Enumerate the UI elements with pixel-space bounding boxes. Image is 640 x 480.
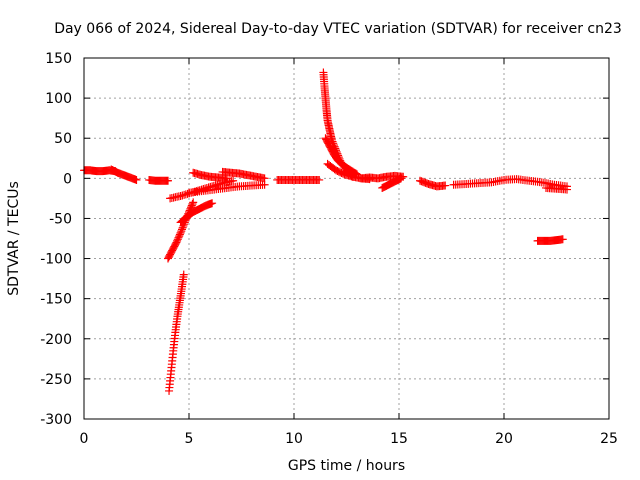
x-axis-label: GPS time / hours	[288, 458, 405, 474]
y-tick-label: 0	[63, 171, 72, 187]
series-arc-b	[107, 165, 141, 184]
data-point-interp	[178, 223, 187, 232]
x-tick-label: 20	[495, 431, 513, 447]
series-arc-c	[145, 175, 172, 185]
series-arc-p	[378, 174, 406, 192]
data-point	[189, 198, 198, 207]
y-tick-label: 150	[45, 51, 72, 67]
series-arc-h	[189, 168, 231, 183]
grid-lines	[84, 58, 609, 419]
data-point	[176, 228, 185, 237]
data-point	[179, 270, 188, 279]
data-point	[441, 181, 450, 190]
x-tick-label: 15	[390, 431, 408, 447]
series-arc-o	[357, 171, 408, 183]
data-point	[260, 180, 269, 189]
y-tick-labels: 150 100 50 0 -50 -100 -150 -200 -250 -300	[40, 51, 72, 428]
y-tick-label: -100	[40, 252, 72, 268]
data-point	[164, 176, 172, 185]
series-arc-t	[533, 235, 567, 245]
data-point-interp	[178, 225, 186, 234]
data-point	[315, 175, 324, 184]
series-arc-k	[273, 175, 324, 184]
y-tick-label: -250	[40, 372, 72, 388]
y-tick-label: -200	[40, 332, 72, 348]
x-tick-label: 10	[285, 431, 303, 447]
series-arc-d	[165, 270, 188, 395]
data-point-interp	[328, 137, 337, 146]
data-point-interp	[175, 230, 184, 239]
chart-title: Day 066 of 2024, Sidereal Day-to-day VTE…	[54, 21, 622, 37]
series-arc-q	[416, 176, 450, 191]
tick-marks	[83, 57, 610, 420]
x-tick-label: 5	[185, 431, 194, 447]
data-points	[80, 68, 571, 395]
x-tick-label: 0	[80, 431, 89, 447]
y-tick-label: -50	[49, 211, 72, 227]
series-arc-s	[542, 183, 571, 194]
data-point	[208, 199, 217, 208]
data-point-interp	[188, 200, 197, 209]
series-arc-m	[321, 134, 361, 179]
x-tick-labels: 0 5 10 15 20 25	[80, 431, 618, 447]
y-tick-label: 50	[54, 131, 72, 147]
series-arc-f	[176, 199, 217, 227]
data-point	[397, 174, 406, 183]
series-arc-e	[164, 198, 198, 263]
y-axis-label: SDTVAR / TECUs	[6, 181, 22, 296]
y-tick-label: -150	[40, 292, 72, 308]
data-point	[558, 235, 567, 244]
y-tick-label: -300	[40, 412, 72, 428]
data-point-interp	[177, 227, 186, 236]
data-point	[132, 175, 141, 184]
data-point	[563, 185, 571, 194]
y-tick-label: 100	[45, 91, 72, 107]
series-arc-i	[218, 167, 269, 183]
plot-frame	[83, 57, 610, 420]
series-arc-j	[185, 180, 269, 197]
x-tick-label: 25	[600, 431, 618, 447]
